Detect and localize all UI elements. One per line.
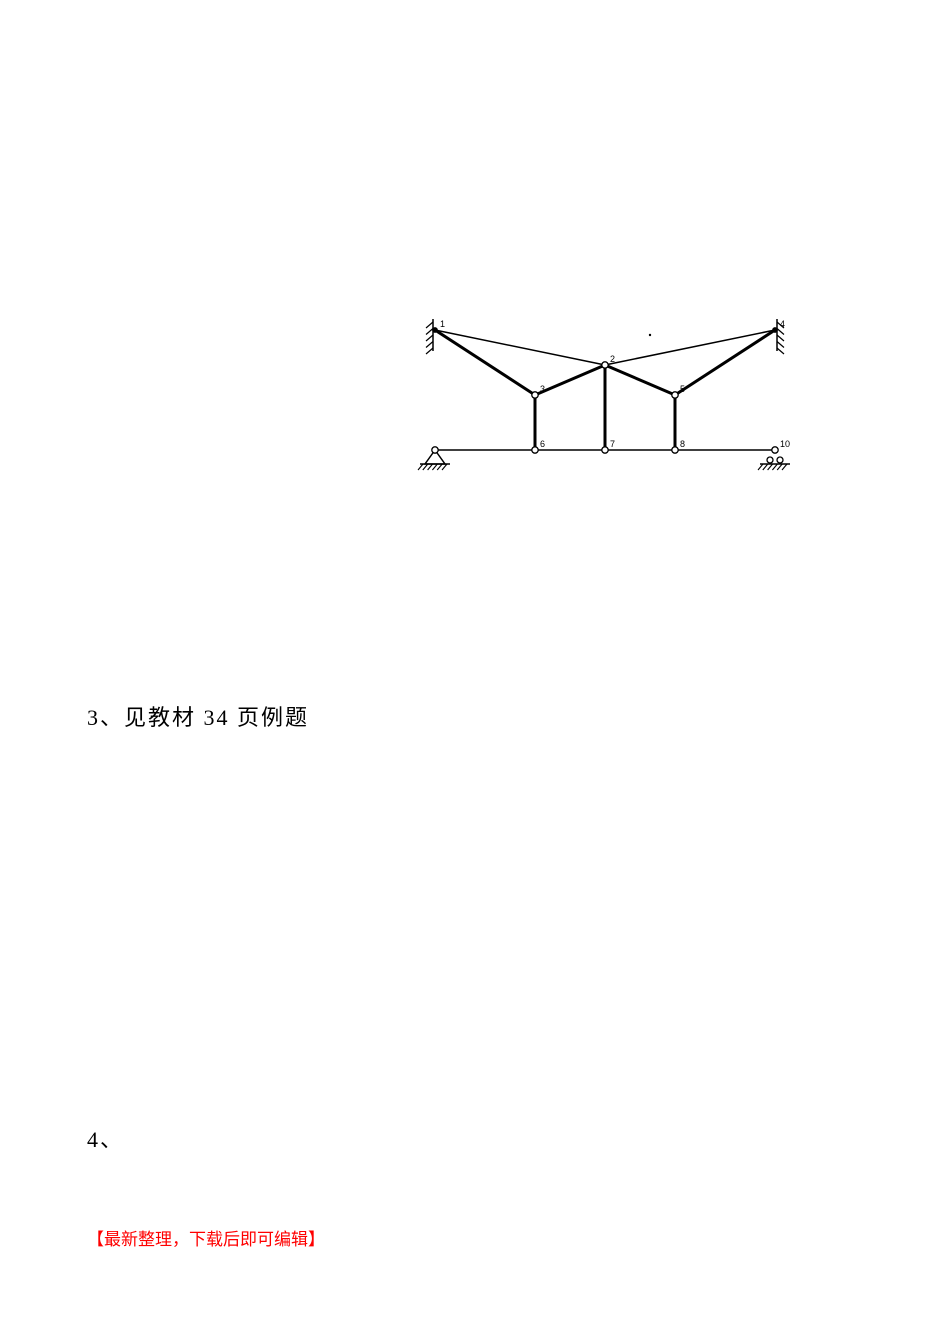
ground-hatch xyxy=(763,464,768,470)
truss-node xyxy=(602,362,608,368)
truss-node xyxy=(602,447,608,453)
item-3-text: 3、见教材 34 页例题 xyxy=(87,700,309,732)
ground-hatch xyxy=(758,464,763,470)
fixed-support-right xyxy=(777,342,784,348)
fixed-support-right xyxy=(777,348,784,354)
node-label: 4 xyxy=(780,319,785,329)
truss-node xyxy=(772,447,778,453)
ground-hatch xyxy=(442,464,447,470)
truss-node xyxy=(532,447,538,453)
node-label: 1 xyxy=(440,319,445,329)
node-label: 2 xyxy=(610,354,615,364)
node-label: 3 xyxy=(540,384,545,394)
footer-note: 【最新整理，下载后即可编辑】 xyxy=(87,1225,325,1250)
truss-node xyxy=(672,447,678,453)
node-label: 5 xyxy=(680,384,685,394)
node-label: 7 xyxy=(610,439,615,449)
truss-member xyxy=(535,365,605,395)
fixed-support-left xyxy=(426,348,433,354)
fixed-support-left xyxy=(426,322,433,328)
fixed-support-left xyxy=(426,329,433,335)
ground-hatch xyxy=(432,464,437,470)
roller-wheel xyxy=(767,457,773,463)
fixed-support-left xyxy=(426,342,433,348)
truss-node xyxy=(532,392,538,398)
ground-hatch xyxy=(437,464,442,470)
ground-hatch xyxy=(768,464,773,470)
document-page: 1 4 2 3 5 6 7 8 10 3、见教材 34 页例题 4、 【最新整理，下载后即可编辑… xyxy=(0,0,945,1337)
ground-hatch xyxy=(418,464,423,470)
item-4-text: 4、 xyxy=(87,1122,124,1154)
ground-hatch xyxy=(423,464,428,470)
node-label: 6 xyxy=(540,439,545,449)
node-label: 10 xyxy=(780,439,790,449)
truss-member xyxy=(605,365,675,395)
truss-svg: 1 4 2 3 5 6 7 8 10 xyxy=(380,310,830,490)
fixed-support-right xyxy=(777,335,784,341)
truss-diagram: 1 4 2 3 5 6 7 8 10 xyxy=(380,310,830,490)
truss-node xyxy=(672,392,678,398)
ground-hatch xyxy=(772,464,777,470)
truss-node xyxy=(433,328,437,332)
ground-hatch xyxy=(777,464,782,470)
truss-node xyxy=(432,447,438,453)
roller-wheel xyxy=(777,457,783,463)
ground-hatch xyxy=(428,464,433,470)
ground-hatch xyxy=(782,464,787,470)
stray-dot xyxy=(649,334,651,336)
truss-node xyxy=(773,328,777,332)
node-label: 8 xyxy=(680,439,685,449)
fixed-support-right xyxy=(777,329,784,335)
fixed-support-left xyxy=(426,335,433,341)
